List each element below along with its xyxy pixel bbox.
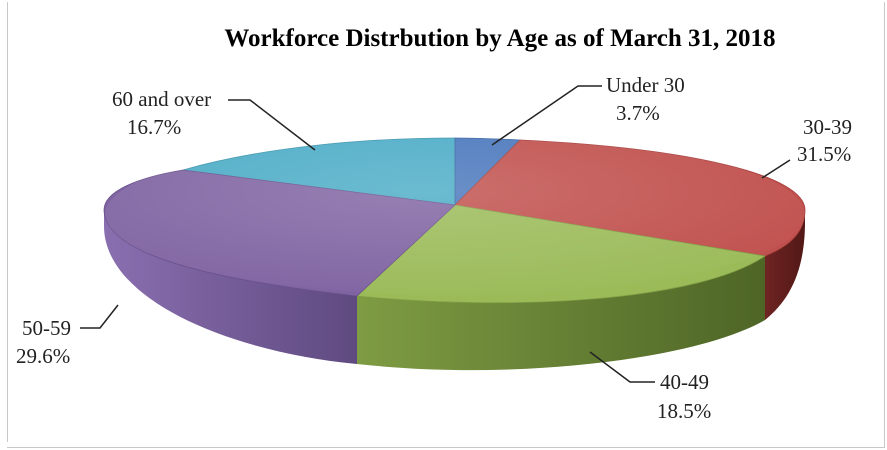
label-40-49-name: 40-49: [660, 370, 709, 394]
label-30-39-value: 31.5%: [797, 142, 851, 166]
label-60-and-over-name: 60 and over: [112, 87, 211, 111]
label-50-59-value: 29.6%: [16, 344, 70, 368]
label-under-30-name: Under 30: [606, 73, 685, 97]
leader-50-59: [80, 305, 118, 328]
label-40-49-value: 18.5%: [657, 399, 711, 423]
leader-30-39: [762, 160, 790, 178]
label-50-59-name: 50-59: [22, 316, 71, 340]
leader-60-and-over: [228, 100, 315, 150]
leader-under-30: [492, 86, 602, 145]
chart-title: Workforce Distrbution by Age as of March…: [224, 25, 775, 52]
label-30-39-name: 30-39: [803, 115, 852, 139]
label-60-and-over-value: 16.7%: [127, 115, 181, 139]
label-under-30-value: 3.7%: [616, 101, 660, 125]
